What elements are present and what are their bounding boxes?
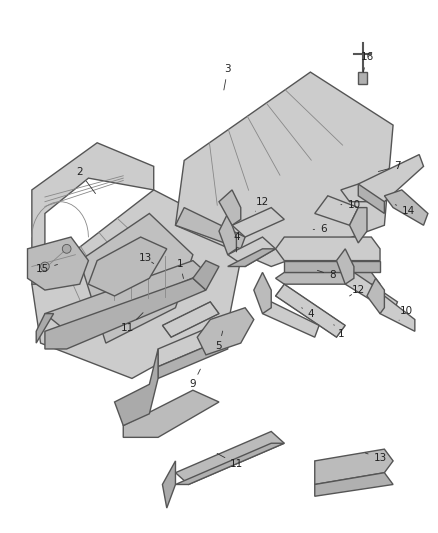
Polygon shape	[276, 272, 380, 284]
Polygon shape	[276, 237, 380, 261]
Polygon shape	[358, 72, 367, 84]
Text: 9: 9	[190, 369, 200, 389]
Polygon shape	[176, 207, 245, 249]
Polygon shape	[176, 72, 393, 266]
Text: 4: 4	[302, 308, 314, 319]
Text: 4: 4	[233, 232, 240, 252]
Ellipse shape	[41, 262, 49, 271]
Text: 10: 10	[341, 200, 360, 209]
Polygon shape	[219, 214, 237, 255]
Polygon shape	[115, 349, 158, 425]
Polygon shape	[367, 278, 385, 313]
Polygon shape	[162, 461, 176, 508]
Polygon shape	[284, 261, 380, 272]
Polygon shape	[262, 302, 319, 337]
Text: 13: 13	[138, 253, 154, 263]
Text: 5: 5	[215, 331, 223, 351]
Text: 11: 11	[121, 313, 143, 333]
Polygon shape	[315, 196, 358, 225]
Polygon shape	[228, 249, 276, 266]
Polygon shape	[345, 272, 397, 313]
Text: 3: 3	[224, 64, 231, 90]
Text: 13: 13	[365, 453, 387, 463]
Polygon shape	[176, 443, 284, 484]
Polygon shape	[32, 143, 154, 284]
Polygon shape	[315, 473, 393, 496]
Text: 2: 2	[76, 167, 95, 193]
Text: 15: 15	[36, 264, 57, 274]
Polygon shape	[376, 296, 415, 332]
Text: 11: 11	[217, 454, 243, 469]
Polygon shape	[276, 284, 345, 337]
Polygon shape	[358, 184, 385, 214]
Polygon shape	[162, 302, 219, 337]
Text: 16: 16	[360, 52, 374, 72]
Polygon shape	[336, 249, 354, 284]
Polygon shape	[123, 390, 219, 438]
Polygon shape	[197, 308, 254, 355]
Polygon shape	[341, 155, 424, 201]
Text: 8: 8	[318, 270, 336, 280]
Ellipse shape	[62, 245, 71, 253]
Polygon shape	[36, 313, 53, 343]
Text: 12: 12	[350, 285, 365, 296]
Text: 14: 14	[395, 205, 415, 215]
Text: 7: 7	[378, 161, 401, 172]
Polygon shape	[385, 190, 428, 225]
Polygon shape	[219, 190, 241, 225]
Polygon shape	[88, 237, 167, 296]
Text: 6: 6	[313, 224, 327, 235]
Polygon shape	[350, 207, 367, 243]
Text: 10: 10	[399, 306, 413, 320]
Polygon shape	[228, 237, 276, 266]
Polygon shape	[158, 319, 228, 367]
Polygon shape	[176, 431, 284, 484]
Text: 1: 1	[177, 259, 184, 279]
Polygon shape	[193, 261, 219, 290]
Polygon shape	[45, 278, 206, 349]
Polygon shape	[32, 190, 245, 378]
Polygon shape	[28, 237, 88, 290]
Text: 1: 1	[334, 325, 344, 339]
Polygon shape	[80, 214, 193, 343]
Text: 12: 12	[255, 197, 269, 211]
Polygon shape	[158, 337, 228, 378]
Polygon shape	[232, 207, 284, 237]
Polygon shape	[45, 261, 206, 332]
Polygon shape	[315, 449, 393, 484]
Polygon shape	[254, 272, 271, 313]
